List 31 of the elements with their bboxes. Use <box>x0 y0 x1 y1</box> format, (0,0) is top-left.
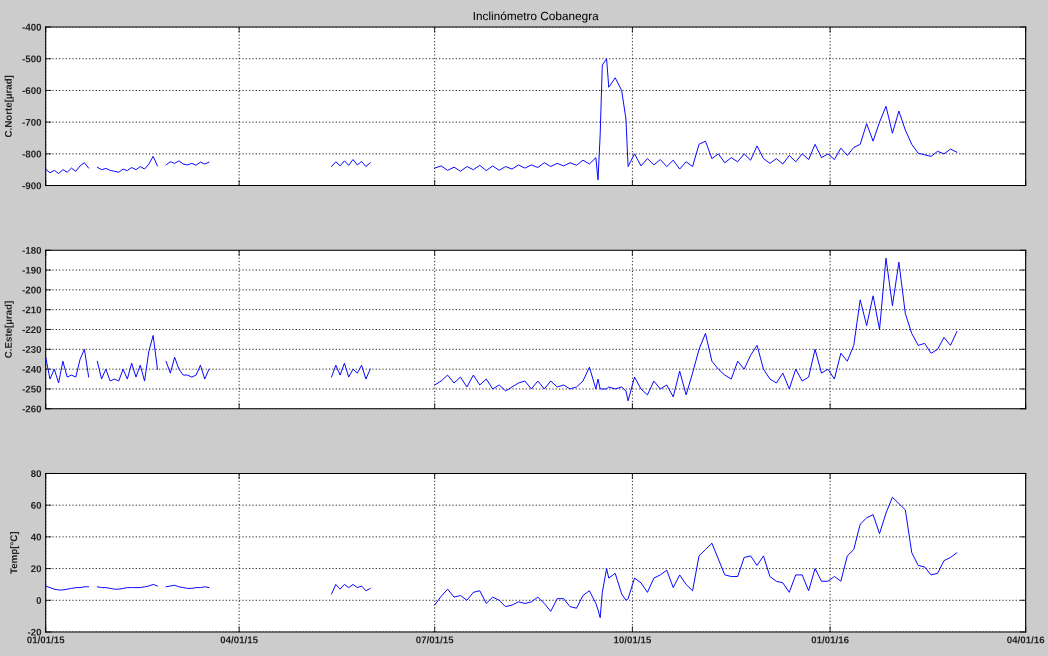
x-tick-label: 01/01/16 <box>811 636 849 644</box>
y-tick-label: 0 <box>36 597 42 604</box>
x-tick-label: 07/01/15 <box>416 636 454 644</box>
y-tick-label: -230 <box>22 346 42 353</box>
y-axis-title: Temp[°C] <box>10 531 20 574</box>
y-tick-label: -210 <box>22 306 42 314</box>
y-tick-label: -200 <box>22 286 42 294</box>
x-tick-label: 10/01/15 <box>614 636 652 644</box>
y-tick-label: -700 <box>22 118 42 126</box>
y-tick-label: -600 <box>22 87 42 95</box>
y-tick-label: 20 <box>31 565 42 573</box>
y-axis-title: C.Norte[µrad] <box>4 75 14 138</box>
x-tick-label: 04/01/15 <box>220 636 258 644</box>
y-tick-label: -240 <box>22 365 42 373</box>
y-tick-label: 60 <box>31 501 42 509</box>
x-tick-label: 04/01/16 <box>1007 636 1045 644</box>
y-axis-title: C.Este[µrad] <box>4 301 14 358</box>
y-tick-label: -220 <box>22 326 42 334</box>
y-tick-label: -400 <box>22 23 42 31</box>
y-tick-label: -180 <box>22 246 42 254</box>
x-tick-label: 01/01/15 <box>27 636 65 644</box>
y-tick-label: -260 <box>22 405 42 413</box>
y-tick-label: -190 <box>22 266 42 274</box>
y-tick-label: 80 <box>31 470 42 478</box>
y-tick-label: 40 <box>30 533 42 541</box>
chart-title: Inclinómetro Cobanegra <box>473 11 599 23</box>
y-tick-label: -250 <box>22 385 42 393</box>
y-tick-label: -500 <box>22 55 42 63</box>
y-tick-label: -800 <box>22 150 42 158</box>
y-tick-label: -900 <box>22 182 42 190</box>
y-tick-label: -20 <box>27 628 42 636</box>
